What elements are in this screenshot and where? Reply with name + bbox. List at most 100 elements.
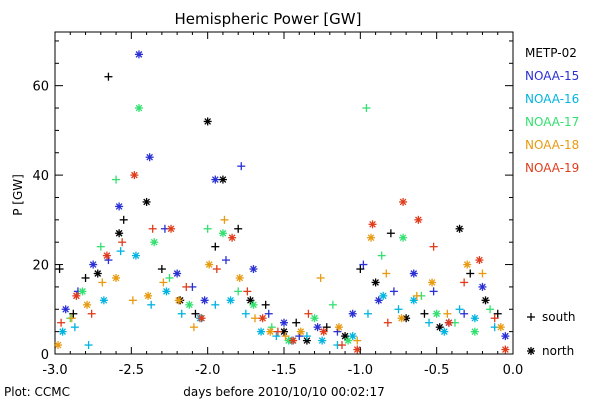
data-point-north: [246, 296, 255, 305]
data-point-south: [165, 273, 174, 282]
data-point-south: [241, 309, 250, 318]
data-point-north: [310, 314, 319, 323]
data-point-north: [112, 273, 121, 282]
data-point-north: [496, 323, 505, 332]
data-point-north: [150, 238, 159, 247]
y-tick-label: 20: [32, 259, 49, 274]
data-point-north: [218, 229, 227, 238]
x-tick-label: -2.5: [119, 363, 144, 378]
data-point-north: [371, 278, 380, 287]
legend-item-noaa-17: NOAA-17: [525, 115, 579, 129]
data-point-north: [167, 224, 176, 233]
legend-item-noaa-19: NOAA-19: [525, 161, 579, 175]
data-point-south: [212, 265, 221, 274]
data-point-south: [383, 318, 392, 327]
data-point-south: [273, 327, 282, 336]
data-point-south: [128, 296, 137, 305]
data-point-south: [70, 323, 79, 332]
data-point-north: [134, 50, 143, 59]
data-point-north: [58, 327, 67, 336]
plot-frame: [54, 31, 514, 355]
data-point-south: [338, 341, 347, 350]
data-point-north: [115, 202, 124, 211]
data-point-north: [173, 269, 182, 278]
series-legend: METP-02 NOAA-15 NOAA-16 NOAA-17 NOAA-18 NOAA-…: [525, 46, 579, 175]
data-point-south: [429, 242, 438, 251]
data-point-north: [54, 341, 63, 350]
data-point-north: [409, 269, 418, 278]
series-metp-02: [55, 72, 502, 345]
x-tick-label: -1.0: [348, 363, 373, 378]
data-point-south: [112, 175, 121, 184]
data-point-south: [493, 309, 502, 318]
data-point-south: [243, 287, 252, 296]
data-point-north: [115, 229, 124, 238]
data-point-south: [359, 260, 368, 269]
data-point-south: [281, 332, 290, 341]
data-point-south: [118, 238, 127, 247]
data-point-north: [501, 332, 510, 341]
data-point-north: [319, 327, 328, 336]
data-point-north: [249, 300, 258, 309]
x-axis-label: days before 2010/10/10 00:02:17: [183, 385, 384, 399]
marker-legend-label: north: [542, 344, 574, 358]
data-point-north: [296, 327, 305, 336]
data-point-north: [463, 260, 472, 269]
data-point-south: [429, 287, 438, 296]
data-point-north: [102, 251, 111, 260]
data-point-south: [394, 305, 403, 314]
data-point-south: [466, 269, 475, 278]
data-point-south: [478, 269, 487, 278]
data-point-north: [399, 197, 408, 206]
series-noaa-19: [57, 171, 510, 354]
data-point-south: [302, 332, 311, 341]
data-point-north: [78, 287, 87, 296]
y-axis-label: P [GW]: [11, 174, 25, 216]
data-point-north: [367, 233, 376, 242]
data-point-south: [377, 251, 386, 260]
data-point-north: [334, 323, 343, 332]
data-point-north: [444, 318, 453, 327]
data-point-south: [353, 336, 362, 345]
data-point-south: [420, 309, 429, 318]
data-point-south: [356, 265, 365, 274]
data-point-north: [432, 309, 441, 318]
data-point-south: [234, 287, 243, 296]
data-point-south: [328, 300, 337, 309]
axis-ticks: -3.0 -2.5 -2.0 -1.5 -1.0 -0.5 0.0 0 20 40 60: [32, 32, 523, 378]
data-point-south: [55, 265, 64, 274]
data-point-north: [203, 117, 212, 126]
data-point-north: [93, 269, 102, 278]
x-tick-label: -2.0: [195, 363, 220, 378]
data-point-south: [203, 224, 212, 233]
data-point-north: [409, 296, 418, 305]
data-point-south: [220, 215, 229, 224]
data-point-north: [145, 153, 154, 162]
data-point-north: [266, 327, 275, 336]
data-point-south: [191, 309, 200, 318]
data-point-south: [189, 323, 198, 332]
data-point-north: [142, 197, 151, 206]
data-point-south: [322, 323, 331, 332]
data-point-south: [157, 265, 166, 274]
data-point-north: [235, 273, 244, 282]
data-point-south: [119, 215, 128, 224]
legend-item-metp-02: METP-02: [525, 46, 577, 60]
data-point-north: [379, 291, 388, 300]
data-point-north: [205, 260, 214, 269]
data-point-north: [341, 332, 350, 341]
data-point-south: [443, 309, 452, 318]
data-point-south: [362, 104, 371, 113]
data-point-north: [478, 282, 487, 291]
data-point-south: [272, 332, 281, 341]
data-point-north: [280, 318, 288, 327]
series-noaa-18: [54, 215, 505, 350]
data-point-south: [425, 318, 434, 327]
series-noaa-17: [66, 104, 495, 345]
data-point-south: [264, 309, 273, 318]
legend-item-noaa-18: NOAA-18: [525, 138, 579, 152]
data-point-north: [185, 300, 194, 309]
data-point-north: [397, 314, 406, 323]
marker-legend-label: south: [542, 310, 576, 324]
data-point-south: [455, 305, 464, 314]
